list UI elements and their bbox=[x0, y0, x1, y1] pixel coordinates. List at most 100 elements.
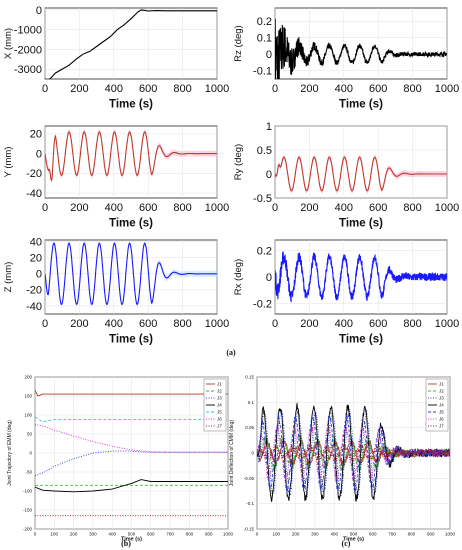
series-group bbox=[257, 402, 450, 502]
series-line bbox=[275, 251, 447, 303]
x-tick-label: 600 bbox=[139, 202, 157, 214]
x-tick-label: 200 bbox=[292, 532, 300, 537]
y-axis-label: Y (mm) bbox=[3, 147, 14, 178]
x-tick-label: 1000 bbox=[205, 318, 229, 330]
figure-label-b: (b) bbox=[121, 539, 131, 548]
legend-label: J6 bbox=[439, 417, 444, 422]
y-axis-label: Joint Deflection of CMM (deg) bbox=[229, 420, 235, 486]
x-axis-label: Time (s) bbox=[109, 99, 153, 111]
series-group bbox=[45, 9, 217, 79]
y-tick-label: 0 bbox=[266, 49, 272, 61]
x-axis-label: Time (s) bbox=[339, 218, 383, 230]
x-tick-label: 800 bbox=[408, 532, 416, 537]
chart-panel: 0 200 400 600 800 1000 0 -1000 -2000 -3000 Time (s… bbox=[3, 5, 229, 111]
legend-label: J2 bbox=[217, 389, 222, 394]
x-tick-label: 1000 bbox=[205, 202, 229, 214]
legend-label: J7 bbox=[439, 424, 444, 429]
series-group bbox=[35, 390, 228, 517]
x-tick-label: 600 bbox=[147, 532, 155, 537]
series-line bbox=[35, 390, 228, 397]
y-tick-label: -150 bbox=[23, 508, 33, 513]
y-tick-label: -2000 bbox=[14, 44, 42, 56]
x-tick-label: 600 bbox=[369, 83, 387, 95]
y-tick-label: 0.05 bbox=[245, 425, 254, 430]
legend-label: J4 bbox=[217, 403, 222, 408]
y-tick-label: -100 bbox=[23, 489, 33, 494]
y-axis-label: Ry (deg) bbox=[233, 144, 244, 180]
series-band bbox=[45, 129, 217, 184]
y-tick-label: -0.1 bbox=[246, 501, 254, 506]
x-axis-label: Time (s) bbox=[121, 537, 142, 543]
x-tick-label: 0 bbox=[42, 202, 48, 214]
legend-label: J6 bbox=[217, 417, 222, 422]
series-line bbox=[45, 242, 217, 305]
x-tick-label: 800 bbox=[403, 318, 421, 330]
x-tick-label: 300 bbox=[311, 532, 319, 537]
x-tick-label: 200 bbox=[70, 83, 88, 95]
x-tick-label: 400 bbox=[335, 83, 353, 95]
x-tick-label: 400 bbox=[330, 532, 338, 537]
y-tick-label: 0.2 bbox=[257, 245, 272, 257]
series-line bbox=[275, 18, 447, 79]
x-tick-label: 300 bbox=[89, 532, 97, 537]
legend-label: J2 bbox=[439, 389, 444, 394]
x-axis-label: Time (s) bbox=[339, 99, 383, 111]
y-tick-label: -0.05 bbox=[244, 476, 255, 481]
x-tick-label: 600 bbox=[139, 83, 157, 95]
series-line bbox=[275, 156, 447, 192]
legend-label: J4 bbox=[439, 403, 444, 408]
x-tick-label: 800 bbox=[173, 83, 191, 95]
y-tick-label: 0 bbox=[251, 451, 254, 456]
y-tick-label: 0.5 bbox=[257, 145, 272, 157]
legend-label: J3 bbox=[439, 396, 444, 401]
x-tick-label: 1000 bbox=[435, 318, 459, 330]
x-tick-label: 200 bbox=[300, 83, 318, 95]
y-axis-label: Joint Trajectory of EMM (deg) bbox=[7, 420, 13, 486]
x-tick-label: 200 bbox=[300, 318, 318, 330]
x-tick-label: 800 bbox=[403, 202, 421, 214]
figure-label-c: (c) bbox=[342, 539, 351, 548]
y-tick-label: 0 bbox=[36, 5, 42, 17]
y-tick-label: -50 bbox=[25, 470, 32, 475]
y-tick-label: 20 bbox=[30, 253, 42, 265]
series-group bbox=[275, 18, 447, 79]
x-tick-label: 200 bbox=[70, 202, 88, 214]
x-axis-label: Time (s) bbox=[109, 218, 153, 230]
x-tick-label: 0 bbox=[256, 532, 259, 537]
x-tick-label: 200 bbox=[70, 318, 88, 330]
y-axis-label: Rz (deg) bbox=[233, 25, 244, 61]
x-tick-label: 600 bbox=[369, 532, 377, 537]
x-tick-label: 400 bbox=[105, 83, 123, 95]
y-axis-label: Rx (deg) bbox=[233, 259, 244, 295]
x-tick-label: 1000 bbox=[435, 83, 459, 95]
series-line bbox=[35, 416, 228, 423]
x-tick-label: 700 bbox=[166, 532, 174, 537]
plot-area bbox=[44, 7, 218, 80]
legend-label: J7 bbox=[217, 424, 222, 429]
legend-label: J1 bbox=[217, 382, 222, 387]
x-tick-label: 500 bbox=[128, 532, 136, 537]
x-tick-label: 400 bbox=[105, 202, 123, 214]
x-tick-label: 900 bbox=[205, 532, 213, 537]
x-tick-label: 600 bbox=[139, 318, 157, 330]
x-tick-label: 500 bbox=[350, 532, 358, 537]
x-axis-label: Time (s) bbox=[343, 537, 364, 543]
y-axis-label: Z (mm) bbox=[3, 262, 14, 293]
y-tick-label: 50 bbox=[27, 432, 33, 437]
x-tick-label: 700 bbox=[388, 532, 396, 537]
x-tick-label: 200 bbox=[300, 202, 318, 214]
y-tick-label: 200 bbox=[24, 375, 32, 380]
y-tick-label: 0 bbox=[266, 272, 272, 284]
y-tick-label: 0 bbox=[29, 451, 32, 456]
figure-label-a: (a) bbox=[226, 348, 236, 357]
x-tick-label: 800 bbox=[173, 318, 191, 330]
legend-label: J1 bbox=[439, 382, 444, 387]
x-tick-label: 0 bbox=[34, 532, 37, 537]
x-tick-label: 800 bbox=[173, 202, 191, 214]
x-tick-label: 1000 bbox=[435, 202, 459, 214]
